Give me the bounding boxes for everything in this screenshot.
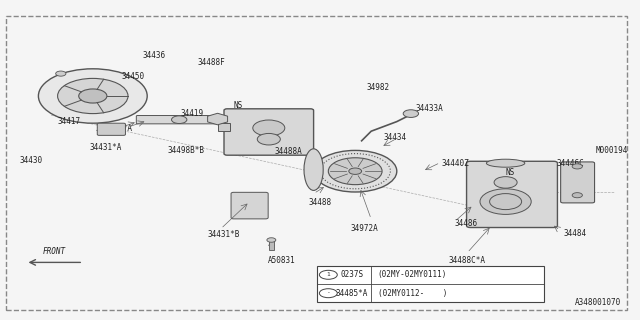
Text: 34488C*A: 34488C*A <box>449 256 486 265</box>
Text: NS: NS <box>234 101 243 110</box>
Text: 34488A: 34488A <box>274 147 302 156</box>
FancyBboxPatch shape <box>561 162 595 203</box>
FancyBboxPatch shape <box>136 116 228 124</box>
Text: 34486: 34486 <box>454 220 477 228</box>
Circle shape <box>257 133 280 145</box>
Text: NS: NS <box>506 168 515 177</box>
FancyBboxPatch shape <box>467 161 557 228</box>
Text: 34446C: 34446C <box>557 159 584 168</box>
Circle shape <box>172 116 187 124</box>
Text: 34488F: 34488F <box>197 58 225 67</box>
Text: FRONT: FRONT <box>43 247 66 256</box>
FancyBboxPatch shape <box>97 123 125 135</box>
Text: 34431*B: 34431*B <box>208 230 240 239</box>
Text: 34484: 34484 <box>563 229 586 238</box>
Circle shape <box>79 89 107 103</box>
Text: 34485*A: 34485*A <box>336 289 368 298</box>
Text: A50831: A50831 <box>268 256 296 265</box>
Text: 34434: 34434 <box>384 133 407 142</box>
Text: 34488B*A: 34488B*A <box>96 124 133 132</box>
Circle shape <box>253 120 285 136</box>
Text: 34982: 34982 <box>366 83 389 92</box>
Text: 34498B*B: 34498B*B <box>168 146 205 155</box>
Circle shape <box>572 164 582 169</box>
Circle shape <box>349 168 362 174</box>
Circle shape <box>314 150 397 192</box>
Bar <box>218 123 230 131</box>
Bar <box>269 241 274 250</box>
Text: A348001070: A348001070 <box>575 298 621 307</box>
Text: -: - <box>326 291 330 296</box>
FancyBboxPatch shape <box>224 109 314 155</box>
Ellipse shape <box>304 149 323 190</box>
Text: 34419: 34419 <box>180 109 204 118</box>
Ellipse shape <box>486 159 525 167</box>
Circle shape <box>328 158 382 185</box>
Text: 34436: 34436 <box>142 51 165 60</box>
Bar <box>317 266 544 302</box>
Circle shape <box>56 71 66 76</box>
Text: M000194: M000194 <box>595 146 628 155</box>
Circle shape <box>58 78 128 114</box>
Text: 34431*A: 34431*A <box>90 143 122 152</box>
Circle shape <box>267 238 276 242</box>
Text: 1: 1 <box>326 272 330 277</box>
Text: (02MY-02MY0111): (02MY-02MY0111) <box>378 270 447 279</box>
Text: 34450: 34450 <box>122 72 145 81</box>
Circle shape <box>403 110 419 117</box>
Circle shape <box>480 189 531 214</box>
Text: 34417: 34417 <box>58 117 81 126</box>
Text: 34440Z: 34440Z <box>442 159 469 168</box>
Text: 0237S: 0237S <box>340 270 364 279</box>
Text: 34430: 34430 <box>19 156 42 164</box>
Text: 34433A: 34433A <box>416 104 444 113</box>
Circle shape <box>319 270 337 279</box>
Circle shape <box>490 194 522 210</box>
Circle shape <box>319 289 337 298</box>
Circle shape <box>494 177 517 188</box>
FancyBboxPatch shape <box>231 192 268 219</box>
Circle shape <box>572 193 582 198</box>
Circle shape <box>38 69 147 123</box>
Text: 34488: 34488 <box>308 198 332 207</box>
Text: 34972A: 34972A <box>351 224 379 233</box>
Text: (02MY0112-    ): (02MY0112- ) <box>378 289 447 298</box>
